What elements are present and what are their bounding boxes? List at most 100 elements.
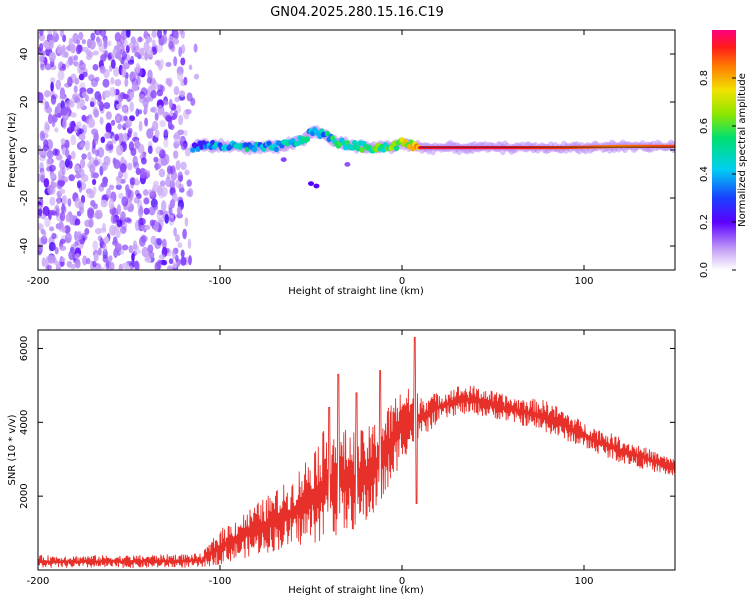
noise-blob — [110, 77, 115, 85]
noise-blob — [78, 98, 85, 108]
noise-blob — [173, 150, 179, 159]
colorbar-tick-label: 0.4 — [699, 166, 710, 182]
noise-blob — [142, 189, 149, 196]
noise-blob — [113, 159, 121, 170]
noise-blob — [94, 134, 99, 146]
noise-blob — [69, 112, 77, 118]
noise-blob — [55, 204, 59, 211]
noise-blob — [178, 46, 182, 57]
noise-blob — [179, 30, 184, 35]
noise-blob — [176, 104, 182, 114]
noise-blob — [47, 30, 53, 35]
noise-blob — [173, 227, 177, 237]
noise-blob — [115, 230, 121, 238]
noise-blob — [118, 170, 124, 179]
noise-blob — [186, 179, 192, 187]
noise-blob — [50, 77, 56, 84]
noise-blob — [38, 237, 42, 245]
noise-blob — [64, 225, 71, 234]
noise-blob — [99, 30, 107, 37]
noise-blob — [113, 248, 118, 259]
noise-blob — [115, 184, 122, 191]
spectrogram-xlabel: Height of straight line (km) — [288, 286, 424, 297]
noise-blob — [180, 57, 186, 66]
noise-blob — [113, 66, 120, 77]
noise-blob — [124, 78, 129, 87]
noise-blob — [147, 257, 152, 263]
noise-blob — [173, 109, 178, 119]
noise-blob — [104, 132, 111, 139]
y-tick-label: 40 — [19, 48, 30, 61]
noise-blob — [38, 92, 44, 103]
noise-blob — [128, 42, 135, 49]
noise-blob — [89, 163, 96, 174]
noise-blob — [84, 219, 92, 228]
noise-blob — [76, 181, 81, 189]
noise-blob — [135, 62, 141, 74]
noise-blob — [167, 77, 173, 88]
noise-blob — [54, 246, 59, 255]
noise-blob — [69, 214, 76, 226]
noise-blob — [73, 85, 78, 93]
noise-blob — [90, 78, 99, 87]
noise-blob — [178, 174, 183, 182]
noise-blob — [147, 69, 153, 81]
noise-blob — [40, 55, 45, 63]
noise-blob — [75, 259, 81, 269]
noise-blob — [180, 256, 187, 266]
noise-blob — [124, 217, 132, 223]
noise-blob — [168, 40, 174, 50]
noise-blob — [104, 50, 108, 58]
x-tick-label: -100 — [209, 276, 232, 287]
noise-blob — [91, 128, 99, 136]
noise-blob — [154, 112, 159, 121]
noise-blob — [70, 263, 76, 270]
noise-blob — [49, 196, 56, 206]
noise-blob — [147, 244, 154, 253]
noise-blob — [158, 168, 166, 178]
noise-blob — [185, 109, 192, 115]
noise-blob — [173, 134, 181, 144]
noise-blob — [102, 78, 110, 88]
noise-blob — [146, 128, 154, 139]
noise-blob — [125, 184, 130, 193]
noise-blob — [65, 148, 70, 159]
y-tick-label: -20 — [19, 190, 30, 206]
noise-blob — [193, 43, 198, 53]
figure-title: GN04.2025.280.15.16.C19 — [270, 5, 444, 20]
noise-blob — [38, 222, 43, 230]
noise-blob — [120, 211, 126, 221]
noise-blob — [127, 130, 132, 138]
noise-blob — [82, 71, 88, 78]
ridge-point — [190, 147, 196, 153]
noise-blob — [159, 148, 166, 157]
noise-blob — [180, 161, 187, 171]
noise-blob — [168, 98, 173, 109]
noise-blob — [120, 226, 127, 234]
noise-blob — [116, 144, 124, 156]
noise-blob — [108, 184, 115, 190]
noise-blob — [84, 140, 90, 151]
noise-blob — [93, 253, 99, 262]
noise-blob — [112, 48, 117, 54]
noise-blob — [168, 258, 174, 265]
noise-blob — [61, 203, 66, 213]
ridge-point — [393, 145, 400, 152]
colorbar-tick-label: 0.8 — [699, 70, 710, 86]
noise-blob — [173, 171, 178, 179]
noise-blob — [144, 51, 149, 61]
noise-blob — [87, 207, 95, 216]
noise-blob — [48, 39, 54, 50]
noise-blob — [133, 196, 140, 204]
noise-blob — [166, 165, 173, 175]
noise-blob — [38, 33, 46, 42]
noise-blob — [49, 173, 56, 179]
noise-blob — [48, 51, 56, 62]
noise-blob — [121, 262, 129, 269]
ridge-point — [252, 146, 258, 153]
noise-blob — [74, 164, 80, 172]
noise-blob — [135, 167, 141, 175]
noise-blob — [150, 90, 157, 99]
